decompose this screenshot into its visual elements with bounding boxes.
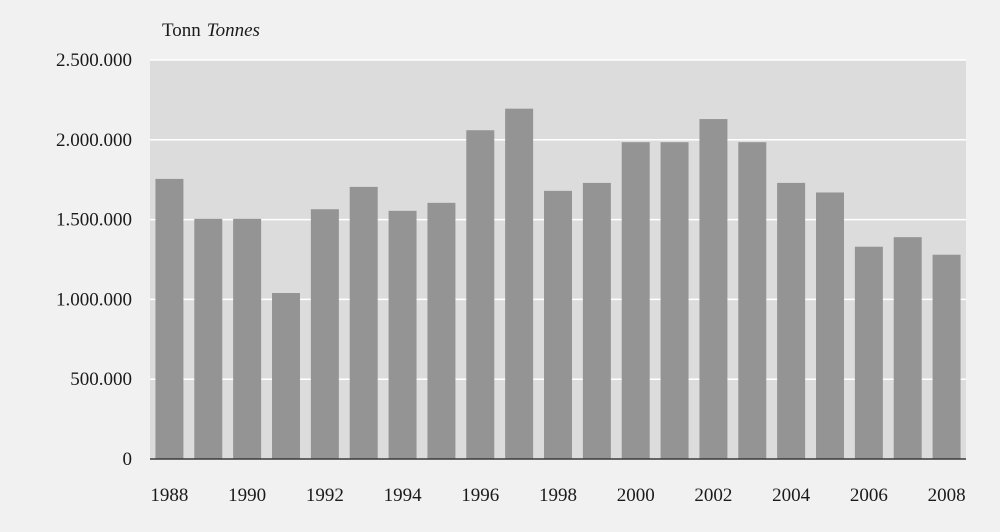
bar-1994 <box>388 210 417 459</box>
y-tick-label: 2.500.000 <box>56 50 132 71</box>
bar-2004 <box>777 182 806 459</box>
x-tick-label: 1988 <box>150 485 188 506</box>
y-tick-label: 1.000.000 <box>56 289 132 310</box>
bar-1999 <box>582 182 611 459</box>
bar-1997 <box>505 108 534 459</box>
bar-1996 <box>466 130 495 459</box>
bar-2001 <box>660 142 689 459</box>
y-tick-label: 500.000 <box>70 369 132 390</box>
bar-1998 <box>544 190 572 459</box>
x-tick-label: 1998 <box>539 485 577 506</box>
y-tick-label: 1.500.000 <box>56 210 132 231</box>
x-tick-label: 2006 <box>850 485 888 506</box>
bar-2007 <box>893 237 922 459</box>
bar-2006 <box>854 246 883 459</box>
bar-2003 <box>738 142 767 459</box>
y-tick-label: 2.000.000 <box>56 130 132 151</box>
x-tick-label: 1994 <box>384 485 423 506</box>
bar-1988 <box>155 178 184 460</box>
bar-2002 <box>699 119 728 459</box>
unit-label-en: Tonnes <box>206 20 260 41</box>
bar-1992 <box>310 209 339 459</box>
bar-1989 <box>194 218 223 459</box>
bar-2005 <box>816 192 844 459</box>
bar-1995 <box>427 202 456 460</box>
x-tick-label: 2008 <box>928 485 966 506</box>
bar-1991 <box>272 293 300 459</box>
x-tick-label: 2000 <box>617 485 655 506</box>
bar-2008 <box>932 254 961 459</box>
x-tick-label: 2002 <box>694 485 732 506</box>
bar-1993 <box>349 186 378 459</box>
x-tick-label: 2004 <box>772 485 811 506</box>
bar-2000 <box>621 142 650 459</box>
x-tick-label: 1990 <box>228 485 266 506</box>
x-tick-label: 1992 <box>306 485 344 506</box>
unit-label-no: Tonn <box>162 20 201 41</box>
y-tick-label: 0 <box>123 449 133 470</box>
y-unit-label: Tonn Tonnes <box>162 20 260 42</box>
bar-1990 <box>233 218 262 459</box>
x-tick-label: 1996 <box>461 485 499 506</box>
